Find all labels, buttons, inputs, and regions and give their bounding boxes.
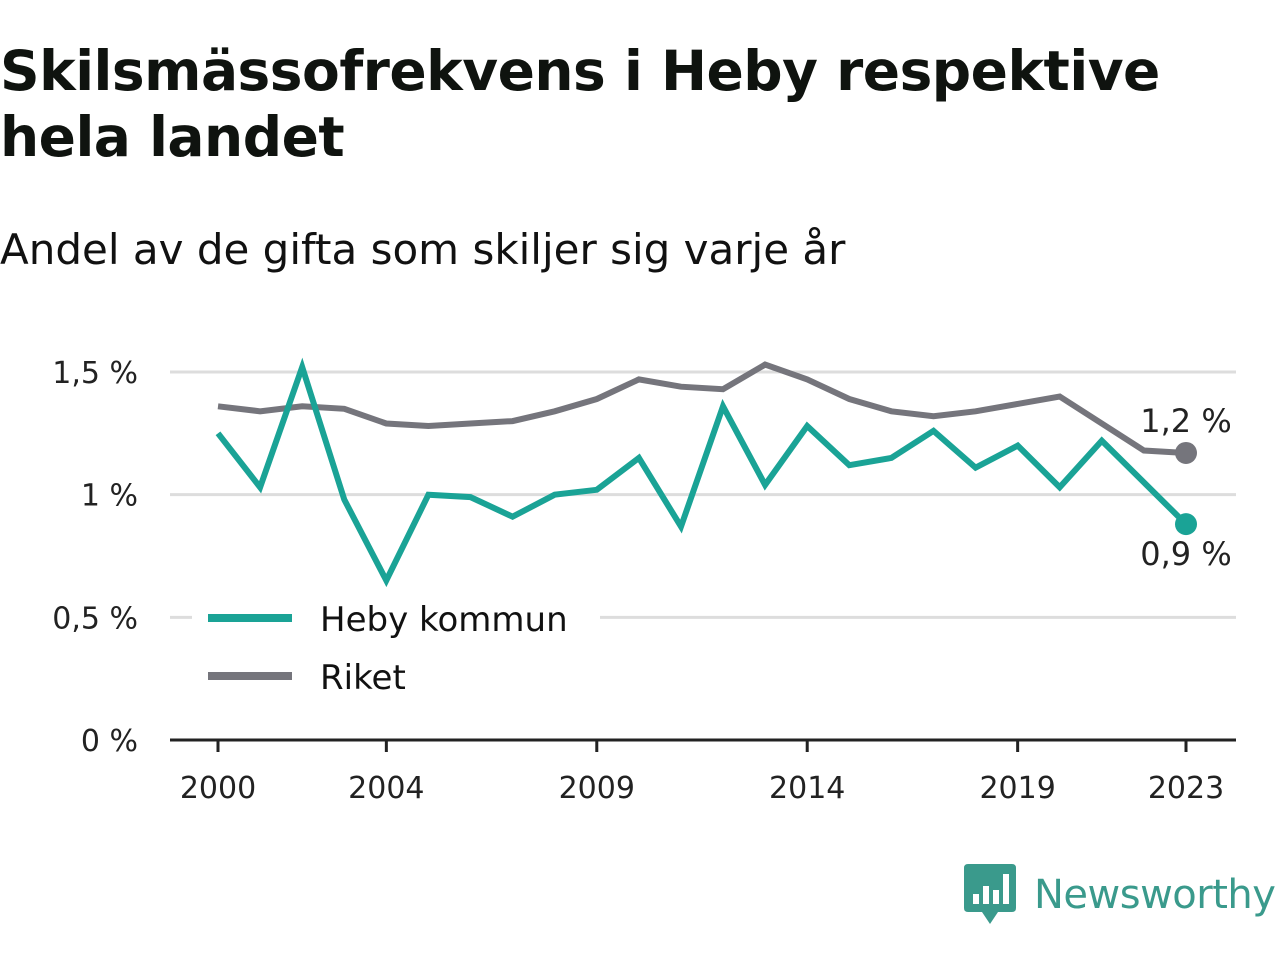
y-tick-label: 1 % bbox=[81, 479, 138, 514]
line-chart: 0 % 0,5 % 1 % 1,5 % 2000 2004 2009 2014 2019 202… bbox=[52, 356, 1236, 806]
chart-title: Skilsmässofrekvens i Heby respektive hel… bbox=[0, 39, 1160, 169]
legend: Heby kommun Riket bbox=[192, 590, 600, 720]
chart-subtitle: Andel av de gifta som skiljer sig varje … bbox=[0, 225, 846, 274]
legend-label-riket: Riket bbox=[320, 658, 406, 698]
series bbox=[215, 357, 1197, 588]
x-tick-label: 2009 bbox=[559, 771, 635, 806]
brand-logo: Newsworthy bbox=[964, 864, 1276, 926]
series-endpoint-riket bbox=[1175, 441, 1197, 464]
y-axis-ticks: 0 % 0,5 % 1 % 1,5 % bbox=[52, 356, 138, 759]
series-line-riket bbox=[217, 361, 1187, 456]
y-tick-label: 0 % bbox=[81, 724, 138, 759]
legend-label-heby: Heby kommun bbox=[320, 600, 568, 640]
end-labels: 1,2 % 0,9 % bbox=[1140, 402, 1231, 573]
end-label-heby: 0,9 % bbox=[1140, 535, 1231, 573]
x-tick-label: 2019 bbox=[979, 771, 1055, 806]
series-line-heby bbox=[215, 357, 1189, 588]
x-tick-label: 2014 bbox=[769, 771, 845, 806]
x-tick-label: 2000 bbox=[180, 771, 256, 806]
series-endpoint-heby bbox=[1175, 513, 1197, 536]
y-tick-label: 1,5 % bbox=[52, 356, 138, 391]
newsworthy-logo-icon bbox=[964, 864, 1016, 924]
y-tick-label: 0,5 % bbox=[52, 601, 138, 636]
legend-background bbox=[192, 590, 600, 720]
x-tick-label: 2004 bbox=[348, 771, 424, 806]
x-axis: 2000 2004 2009 2014 2019 2023 bbox=[170, 738, 1236, 806]
x-tick-label: 2023 bbox=[1148, 771, 1224, 806]
brand-name: Newsworthy bbox=[1034, 872, 1276, 918]
end-label-riket: 1,2 % bbox=[1140, 402, 1231, 440]
